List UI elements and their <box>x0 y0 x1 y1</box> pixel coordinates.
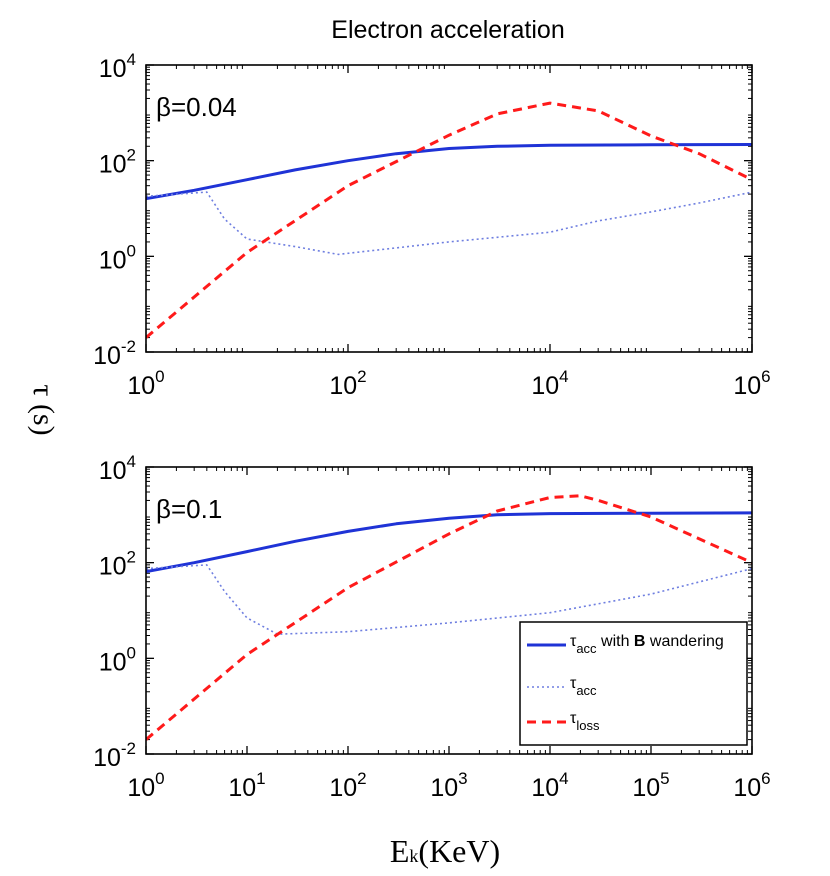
x-tick-label: 106 <box>733 769 770 802</box>
x-tick-label: 106 <box>733 367 770 400</box>
x-tick-label: 102 <box>329 367 366 400</box>
x-tick-label: 105 <box>632 769 669 802</box>
x-tick-label: 103 <box>430 769 467 802</box>
x-axis-label-unit: (KeV) <box>418 833 500 869</box>
plot-frame <box>145 466 753 755</box>
y-tick-label: 104 <box>99 50 136 83</box>
series-line-solid <box>146 143 752 201</box>
y-tick-label: 10-2 <box>93 739 136 772</box>
legend-label: τloss <box>570 710 600 733</box>
x-tick-label: 104 <box>531 367 568 400</box>
x-axis-label: Ek(KeV) <box>390 833 500 869</box>
x-tick-label: 102 <box>329 769 366 802</box>
beta-annotation: β=0.1 <box>156 494 222 524</box>
y-tick-label: 100 <box>99 241 136 274</box>
x-axis-label-sub: k <box>409 846 418 866</box>
series-line-dotted <box>146 191 752 256</box>
x-tick-label: 101 <box>228 769 265 802</box>
legend: τacc with B wandering τacc τloss <box>519 621 748 746</box>
plot-frame <box>145 64 753 353</box>
x-axis-label-main: E <box>390 833 410 869</box>
y-tick-label: 100 <box>99 643 136 676</box>
beta-annotation: β=0.04 <box>156 92 237 122</box>
x-tick-label: 104 <box>531 769 568 802</box>
series-line-solid <box>146 511 752 574</box>
series-line-dotted <box>146 564 752 635</box>
legend-label: τacc <box>570 675 597 698</box>
y-tick-label: 102 <box>99 146 136 179</box>
y-tick-label: 10-2 <box>93 337 136 370</box>
x-tick-label: 100 <box>127 367 164 400</box>
x-tick-label: 100 <box>127 769 164 802</box>
series-line-dashed <box>146 101 752 339</box>
figure-title: Electron acceleration <box>331 16 564 44</box>
y-axis-label: τ (s) <box>27 384 60 435</box>
y-tick-label: 104 <box>99 452 136 485</box>
legend-label: τacc with B wandering <box>570 633 724 656</box>
legend-box <box>519 621 748 746</box>
y-tick-label: 102 <box>99 548 136 581</box>
